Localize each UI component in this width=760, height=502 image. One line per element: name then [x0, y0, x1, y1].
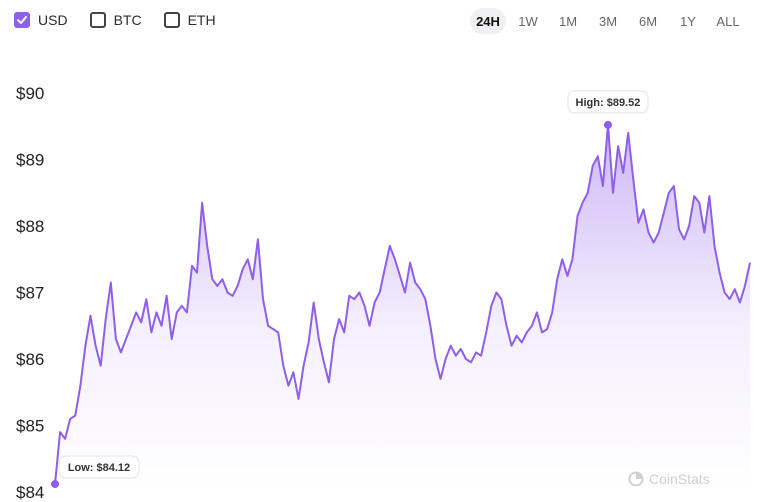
range-tab-6m[interactable]: 6M [638, 13, 658, 29]
y-axis: $90 $89 $88 $87 $86 $85 $84 [16, 84, 44, 502]
y-tick-label: $86 [16, 350, 44, 369]
range-tab-24h[interactable]: 24H [470, 8, 506, 34]
low-annotation: Low: $84.12 [51, 455, 140, 489]
checkbox-usd[interactable] [14, 12, 30, 28]
high-label: High: $89.52 [576, 97, 641, 109]
low-label: Low: $84.12 [68, 462, 130, 474]
currency-option-usd[interactable]: USD [14, 12, 68, 28]
low-point-marker [51, 480, 59, 489]
watermark: CoinStats [628, 471, 710, 487]
checkbox-btc[interactable] [89, 12, 106, 28]
y-tick-label: $88 [16, 217, 44, 236]
callout-box [567, 90, 649, 114]
currency-selector: USD BTC ETH [14, 12, 216, 28]
y-tick-label: $87 [16, 284, 44, 303]
currency-label: USD [38, 12, 68, 28]
range-tab-1w[interactable]: 1W [518, 13, 538, 29]
range-tab-1y[interactable]: 1Y [680, 13, 696, 29]
y-tick-label: $89 [16, 151, 44, 170]
currency-label: ETH [187, 12, 216, 28]
annotations: High: $89.52 Low: $84.12 [51, 90, 649, 489]
callout-box [58, 455, 140, 479]
checkbox-eth[interactable] [163, 12, 180, 28]
currency-option-eth[interactable]: ETH [163, 12, 216, 28]
coinstats-logo-icon [628, 471, 644, 487]
range-tab-1m[interactable]: 1M [558, 13, 578, 29]
range-tab-all[interactable]: ALL [716, 13, 740, 29]
time-range-selector: 24H 1W 1M 3M 6M 1Y ALL [470, 8, 746, 34]
price-area-fill [55, 124, 750, 493]
high-annotation: High: $89.52 [567, 90, 649, 129]
y-tick-label: $90 [16, 84, 44, 103]
y-tick-label: $85 [16, 417, 44, 436]
watermark-text: CoinStats [649, 471, 710, 487]
checkmark-icon [17, 16, 27, 24]
currency-option-btc[interactable]: BTC [89, 12, 142, 28]
price-line [54, 123, 751, 485]
y-tick-label: $84 [16, 483, 44, 502]
currency-label: BTC [113, 12, 142, 28]
range-tab-3m[interactable]: 3M [598, 13, 618, 29]
high-point-marker [603, 120, 612, 129]
